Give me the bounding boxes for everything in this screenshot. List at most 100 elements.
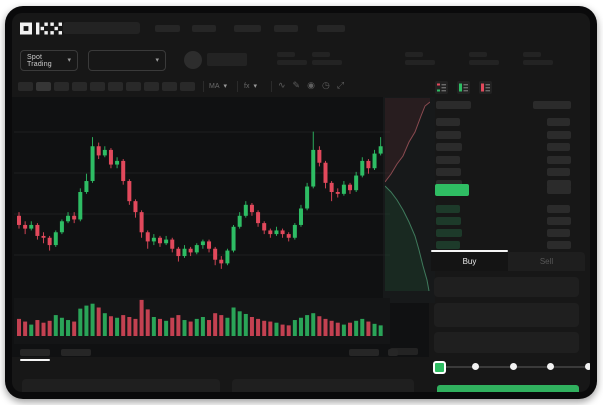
draw-icon[interactable]: ✎ — [292, 80, 301, 90]
trade-input-field[interactable] — [434, 277, 579, 297]
stat-label-placeholder — [469, 52, 487, 57]
ask-size-placeholder[interactable] — [547, 168, 570, 176]
depth-chart[interactable] — [385, 98, 430, 291]
ma-indicator-dropdown[interactable]: MA ▾ — [209, 83, 227, 90]
trade-input-field[interactable] — [434, 303, 579, 327]
ask-price-placeholder[interactable] — [436, 143, 462, 151]
trade-input-field[interactable] — [434, 332, 579, 353]
slider-stop[interactable] — [584, 363, 590, 370]
okx-logo — [20, 22, 62, 35]
ask-size-placeholder[interactable] — [547, 131, 571, 139]
timeframe-button[interactable] — [144, 82, 159, 91]
orderbook-col-header-right — [533, 101, 571, 109]
ask-size-placeholder[interactable] — [547, 118, 570, 126]
slider-stop[interactable] — [472, 363, 479, 370]
divider — [271, 81, 272, 92]
ask-size-placeholder[interactable] — [547, 143, 570, 151]
buy-tab-label: Buy — [462, 257, 477, 266]
active-tab-underline — [20, 359, 50, 361]
pair-dropdown[interactable]: ▾ — [88, 50, 166, 71]
divider — [203, 81, 204, 92]
ask-price-placeholder[interactable] — [436, 131, 461, 139]
search-input[interactable] — [63, 22, 140, 34]
bid-size-placeholder[interactable] — [547, 205, 570, 213]
coin-avatar — [184, 51, 202, 69]
chevron-down-icon: ▾ — [155, 57, 159, 64]
timeframe-button[interactable] — [36, 82, 51, 91]
nav-item[interactable] — [274, 25, 298, 32]
chart-range-control[interactable] — [349, 349, 379, 356]
timer-icon[interactable]: ◷ — [321, 80, 330, 90]
timeframe-button[interactable] — [90, 82, 105, 91]
timeframe-button[interactable] — [162, 82, 177, 91]
fullscreen-icon[interactable]: ⤢ — [336, 80, 345, 90]
timeframe-button[interactable] — [18, 82, 33, 91]
stat-label-placeholder — [405, 52, 423, 57]
buy-tab-indicator — [431, 250, 508, 252]
market-type-label: Spot Trading — [27, 53, 52, 68]
timeframe-button[interactable] — [180, 82, 195, 91]
orderbook-col-header-left — [436, 101, 471, 109]
bid-price-placeholder[interactable] — [436, 217, 461, 225]
orderbook-split-icon — [437, 83, 446, 92]
tab-sell[interactable]: Sell — [508, 252, 585, 271]
main-card: Spot Trading ▾ ▾ MA ▾ fx ▾ ∿ ✎ ◉ ◷ ⤢ — [12, 13, 590, 392]
timeframe-button[interactable] — [72, 82, 87, 91]
stat-value-placeholder — [405, 60, 435, 65]
bid-price-placeholder[interactable] — [436, 229, 462, 237]
ask-price-placeholder[interactable] — [436, 118, 460, 126]
ma-label: MA — [209, 83, 220, 90]
app-window: Spot Trading ▾ ▾ MA ▾ fx ▾ ∿ ✎ ◉ ◷ ⤢ — [5, 6, 597, 399]
stat-value-placeholder — [523, 60, 553, 65]
nav-item[interactable] — [192, 25, 216, 32]
chevron-down-icon: ▾ — [223, 83, 228, 90]
nav-item[interactable] — [317, 25, 345, 32]
slider-handle[interactable] — [433, 361, 446, 374]
timeframe-button[interactable] — [108, 82, 123, 91]
orderbook-asks-icon — [481, 83, 490, 92]
candlestick-chart[interactable] — [14, 98, 390, 344]
market-type-dropdown[interactable]: Spot Trading ▾ — [20, 50, 78, 71]
chart-range-control[interactable] — [388, 349, 398, 356]
chart-bottom-tab[interactable] — [61, 349, 91, 356]
ask-size-placeholder[interactable] — [547, 180, 571, 188]
bottom-panel-left — [22, 379, 220, 392]
stat-label-placeholder — [523, 52, 541, 57]
timeframe-button[interactable] — [126, 82, 141, 91]
bid-size-placeholder[interactable] — [547, 217, 571, 225]
bid-price-placeholder[interactable] — [436, 205, 460, 213]
last-price-indicator[interactable] — [435, 184, 469, 196]
stat-label-placeholder — [277, 52, 295, 57]
fx-indicator-dropdown[interactable]: fx ▾ — [244, 83, 257, 90]
ask-price-placeholder[interactable] — [436, 168, 461, 176]
wave-icon[interactable]: ∿ — [278, 80, 286, 90]
timeframe-button[interactable] — [54, 82, 69, 91]
orderbook-cell — [547, 186, 571, 194]
fx-label: fx — [244, 83, 250, 90]
orderbook-bids-icon[interactable] — [457, 81, 470, 94]
nav-item[interactable] — [155, 25, 180, 32]
depth-footer-placeholder — [390, 348, 418, 355]
depth-panel-background — [383, 97, 435, 303]
slider-stop[interactable] — [547, 363, 554, 370]
bid-price-placeholder[interactable] — [436, 241, 460, 249]
bid-size-placeholder[interactable] — [547, 229, 570, 237]
orderbook-split-icon[interactable] — [435, 81, 448, 94]
camera-icon[interactable]: ◉ — [307, 80, 315, 90]
orderbook-asks-icon[interactable] — [479, 81, 492, 94]
tab-buy[interactable]: Buy — [431, 252, 508, 271]
ask-price-placeholder[interactable] — [436, 156, 460, 164]
sell-tab-label: Sell — [539, 257, 554, 266]
stat-value-placeholder — [312, 60, 342, 65]
chart-bottom-tab-active[interactable] — [20, 349, 50, 356]
nav-item[interactable] — [234, 25, 261, 32]
bid-size-placeholder[interactable] — [547, 241, 571, 249]
bottom-panel-right — [232, 379, 414, 392]
chart-tools: ∿ ✎ ◉ ◷ ⤢ — [278, 81, 344, 90]
ask-size-placeholder[interactable] — [547, 156, 571, 164]
chevron-down-icon: ▾ — [253, 83, 257, 90]
slider-stop[interactable] — [509, 363, 517, 370]
buy-submit-button[interactable] — [437, 385, 579, 392]
pair-name-placeholder — [207, 53, 247, 66]
divider — [237, 81, 238, 92]
